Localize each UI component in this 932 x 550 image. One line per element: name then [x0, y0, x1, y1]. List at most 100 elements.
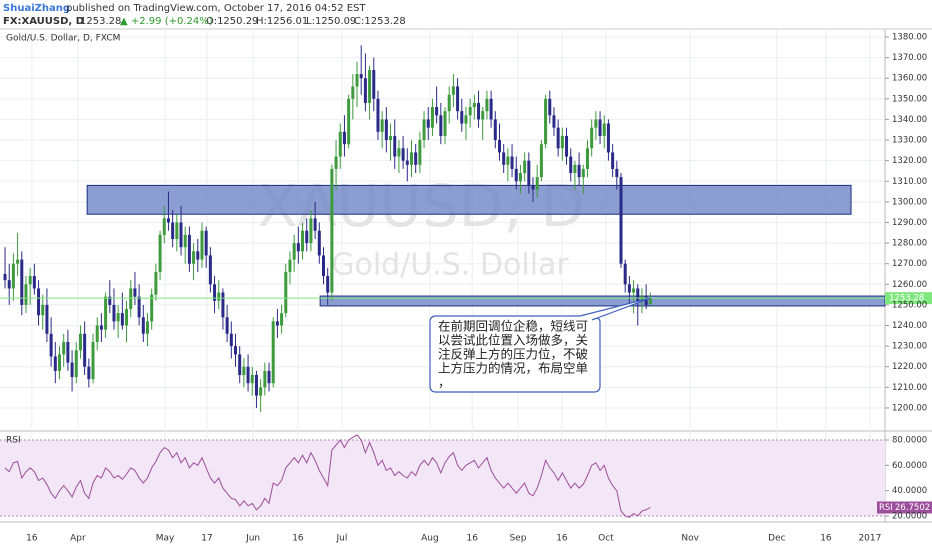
candle-body	[250, 374, 254, 384]
last-price-label: 1253.28	[889, 294, 924, 304]
candle-body	[208, 255, 212, 285]
candle-body	[254, 374, 258, 396]
candle-body	[623, 263, 627, 285]
candle-body	[330, 168, 334, 293]
candle-body	[305, 230, 309, 244]
candle-body	[58, 354, 62, 371]
rsi-band	[0, 439, 885, 517]
candle-body	[338, 131, 342, 157]
candle-body	[347, 98, 351, 145]
candle-body	[472, 102, 476, 108]
x-tick-label: 16	[467, 534, 479, 544]
candle-body	[560, 135, 564, 149]
x-tick-label: Sep	[509, 534, 526, 544]
candle-body	[644, 296, 648, 305]
candle-body	[108, 296, 112, 305]
candle-body	[125, 309, 129, 326]
low: L:1250.09	[306, 16, 356, 27]
candle-body	[648, 298, 652, 305]
x-tick-label: Jun	[245, 534, 260, 544]
candle-body	[435, 107, 439, 116]
candle-body	[456, 86, 460, 112]
candle-body	[296, 243, 300, 252]
rsi-title: RSI	[6, 436, 21, 446]
candle-body	[221, 292, 225, 318]
candle-body	[280, 313, 284, 326]
candle-body	[363, 78, 367, 103]
candle-body	[28, 276, 32, 285]
y-tick-label: 1260.00	[892, 280, 927, 290]
x-tick-label: 17	[201, 534, 212, 544]
rsi-tag-value: 26.7502	[895, 503, 930, 513]
candle-body	[187, 234, 191, 264]
candle-body	[389, 135, 393, 141]
x-tick-label: 16	[292, 534, 304, 544]
candle-body	[376, 98, 380, 132]
close: C:1253.28	[354, 16, 406, 27]
y-tick-label: 1370.00	[892, 53, 927, 63]
candle-body	[166, 218, 170, 223]
rsi-tick-label: 60.0000	[892, 461, 927, 471]
candle-body	[204, 230, 208, 256]
candle-body	[171, 222, 175, 239]
candle-body	[602, 123, 606, 136]
candle-body	[510, 156, 514, 169]
candle-body	[225, 317, 229, 334]
candle-body	[267, 370, 271, 384]
candle-body	[16, 259, 20, 264]
candle-body	[401, 148, 405, 161]
candle-body	[317, 230, 321, 256]
candle-body	[531, 185, 535, 190]
candle-body	[104, 296, 108, 330]
candle-body	[565, 135, 569, 157]
candle-body	[192, 251, 196, 264]
candle-body	[24, 284, 28, 305]
candle-body	[37, 288, 41, 316]
candle-body	[133, 288, 137, 297]
candle-body	[74, 350, 78, 378]
candle-body	[11, 263, 15, 289]
y-tick-label: 1360.00	[892, 74, 927, 84]
candle-body	[514, 168, 518, 182]
candle-body	[217, 292, 221, 301]
candle-body	[271, 321, 275, 384]
candle-body	[497, 140, 501, 153]
candle-body	[66, 342, 70, 363]
candle-body	[447, 94, 451, 112]
candle-body	[49, 333, 53, 357]
callout-line: ，	[438, 375, 451, 390]
y-tick-label: 1280.00	[892, 239, 927, 249]
high: H:1256.01	[256, 16, 308, 27]
x-tick-label: Aug	[421, 534, 439, 544]
candle-body	[313, 218, 317, 231]
candle-body	[422, 119, 426, 141]
y-tick-label: 1270.00	[892, 259, 927, 269]
candle-body	[581, 168, 585, 178]
candle-body	[7, 280, 11, 289]
candle-body	[548, 98, 552, 116]
candle-body	[120, 313, 124, 326]
rsi-tag-name: RSI	[879, 503, 893, 513]
candle-body	[233, 346, 237, 355]
candle-body	[502, 152, 506, 165]
candle-body	[606, 123, 610, 153]
zones	[86, 184, 886, 307]
symbol: FX:XAUUSD, D	[3, 16, 84, 27]
candle-body	[32, 276, 36, 289]
candle-body	[477, 102, 481, 120]
candle-body	[301, 230, 305, 252]
change: ▲ +2.99 (+0.24%)	[120, 16, 213, 27]
rsi-tag	[877, 501, 932, 514]
candle-body	[309, 218, 313, 244]
candle-body	[523, 160, 527, 174]
candle-body	[569, 156, 573, 174]
candle-body	[351, 86, 355, 99]
last-price-tag	[885, 292, 932, 305]
candle-body	[175, 222, 179, 239]
candle-body	[518, 173, 522, 182]
candle-body	[158, 234, 162, 272]
y-tick-label: 1300.00	[892, 197, 927, 207]
candle-body	[259, 387, 263, 396]
y-tick-label: 1350.00	[892, 94, 927, 104]
